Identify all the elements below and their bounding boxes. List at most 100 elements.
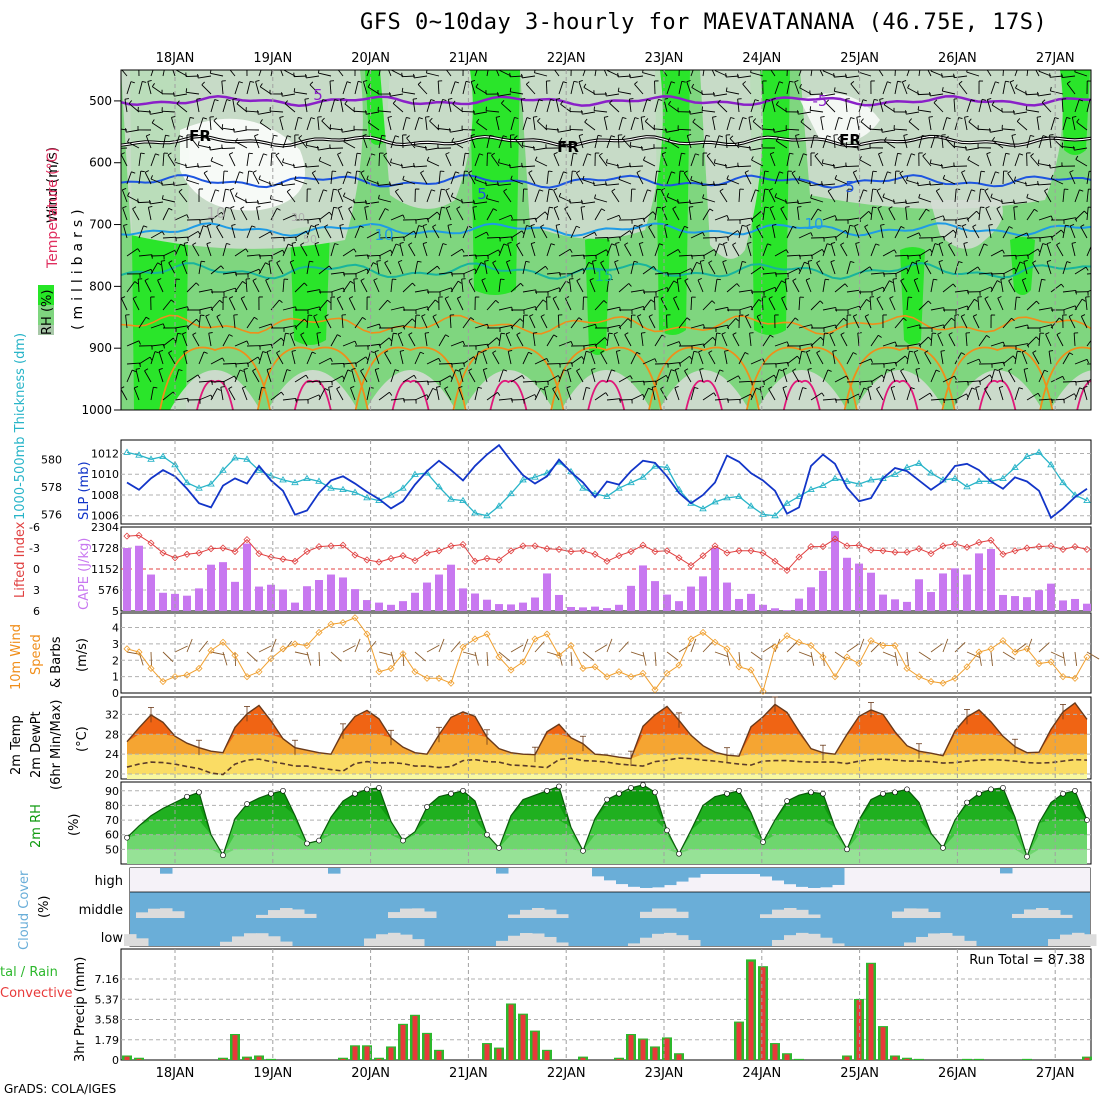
- cape-bar: [1023, 597, 1031, 611]
- wind-barb-flag: [1060, 229, 1065, 234]
- wind-barb-flag: [954, 375, 957, 380]
- wind-barb-flag: [706, 152, 711, 157]
- wind-barb-staff: [714, 215, 728, 221]
- wind-barb-staff: [181, 333, 188, 347]
- wind-barb-flag: [221, 124, 224, 129]
- wind-barb-staff: [198, 315, 201, 329]
- cloud-low-gap: [244, 933, 257, 946]
- wind-barb-staff: [880, 225, 884, 239]
- wind-barb-staff: [427, 160, 440, 167]
- date-label-bottom: 27JAN: [1036, 1066, 1075, 1081]
- cape-bar: [867, 572, 875, 611]
- wind-barb-staff: [738, 217, 752, 221]
- cloud-middle-gap: [916, 908, 929, 918]
- wind-barb-staff: [289, 261, 296, 275]
- wind-barb-staff: [810, 135, 815, 149]
- wind-barb-staff: [222, 271, 236, 275]
- wind-barb-staff: [870, 272, 884, 275]
- wind-barb-flag: [904, 355, 909, 360]
- wind-barb-flag: [262, 351, 267, 354]
- warm-lobe-contour: [256, 346, 369, 410]
- wind-barb-staff: [414, 380, 428, 383]
- date-label-top: 27JAN: [1036, 51, 1075, 66]
- wind-barb-flag: [580, 206, 586, 208]
- wind-barb-flag: [483, 367, 488, 370]
- cape-bar: [915, 579, 923, 611]
- wind-barb-flag: [1011, 317, 1015, 322]
- wind-barb-flag: [443, 63, 446, 65]
- wind-barb-flag: [971, 387, 976, 390]
- rh-low-dry-wedge: [463, 370, 554, 410]
- wind10-barb: [162, 651, 174, 663]
- wind-barb-staff: [702, 300, 713, 311]
- wind-barb-staff: [570, 225, 577, 239]
- wind-barb-staff: [354, 225, 361, 239]
- wind-barb-staff: [870, 99, 875, 113]
- thickness-marker: [507, 489, 515, 497]
- wind-barb-staff: [858, 358, 872, 365]
- wind-barb-staff: [147, 81, 152, 95]
- thickness-marker: [615, 484, 623, 491]
- wind-barb-staff: [337, 70, 344, 77]
- wind-barb-flag: [257, 356, 261, 361]
- wind-barb-staff: [738, 117, 744, 131]
- wind-barb-flag: [775, 101, 779, 105]
- wind-barb-flag: [673, 296, 678, 299]
- wind-barb-staff: [306, 261, 310, 275]
- wind-barb-flag: [259, 119, 263, 123]
- wind-barb-flag: [388, 337, 392, 342]
- wind-barb-flag: [450, 192, 454, 197]
- wind-barb-flag: [600, 350, 605, 354]
- wind-barb-staff: [594, 208, 602, 221]
- wind-barb-flag: [340, 98, 345, 100]
- wind-barb-staff: [462, 225, 469, 239]
- wind-barb-flag: [321, 117, 325, 122]
- cloud-low-gap: [220, 941, 233, 946]
- rh2m-marker: [424, 804, 430, 810]
- cape-bar: [183, 595, 191, 611]
- precip-convective-bar: [256, 1056, 262, 1060]
- wind-barb-staff: [810, 248, 823, 257]
- wind-barb-flag: [417, 260, 422, 263]
- date-label-bottom: 18JAN: [156, 1066, 195, 1081]
- wind-barb-staff: [883, 104, 896, 113]
- wind-barb-flag: [324, 224, 329, 228]
- wind-barb-staff: [318, 147, 332, 151]
- wind-barb-staff: [726, 230, 738, 239]
- wind-barb-staff: [520, 99, 524, 113]
- wind-barb-staff: [374, 369, 380, 383]
- wind-barb-flag: [508, 350, 513, 352]
- wind-barb-flag: [324, 314, 329, 317]
- wind10-barb: [246, 651, 258, 662]
- wind10-barb: [438, 638, 445, 653]
- wind-barb-flag: [952, 229, 957, 234]
- wind-barb-staff: [246, 225, 253, 239]
- wind-barb-staff: [228, 154, 236, 167]
- wind10-tick-label: 3: [112, 638, 119, 651]
- wind-barb-staff: [816, 352, 824, 365]
- wind-barb-staff: [546, 171, 549, 185]
- wind-barb-staff: [1002, 153, 1007, 167]
- cape-bar: [135, 545, 143, 611]
- wind-barb-staff: [857, 333, 860, 347]
- wind-barb-staff: [198, 380, 212, 383]
- wind-barb-flag: [283, 70, 284, 71]
- wind-barb-staff: [474, 153, 480, 167]
- wind-barb-staff: [330, 362, 345, 365]
- date-label-top: 18JAN: [156, 51, 195, 66]
- wind-barb-staff: [426, 380, 441, 383]
- wind-barb-staff: [378, 299, 388, 311]
- wind-barb-flag: [737, 230, 741, 235]
- wind-barb-staff: [138, 254, 152, 257]
- wind-barb-staff: [582, 111, 596, 115]
- wind-barb-staff: [600, 262, 608, 275]
- wind-barb-flag: [611, 369, 616, 372]
- wind-barb-staff: [614, 261, 620, 275]
- wind10-barb: [318, 651, 321, 667]
- wind-barb-flag: [1017, 350, 1022, 353]
- wind-barb-flag: [696, 261, 701, 265]
- wind-barb-flag: [611, 243, 616, 246]
- wind-barb-staff: [702, 197, 716, 203]
- wind10-marker: [183, 671, 191, 679]
- wind-barb-staff: [642, 387, 649, 401]
